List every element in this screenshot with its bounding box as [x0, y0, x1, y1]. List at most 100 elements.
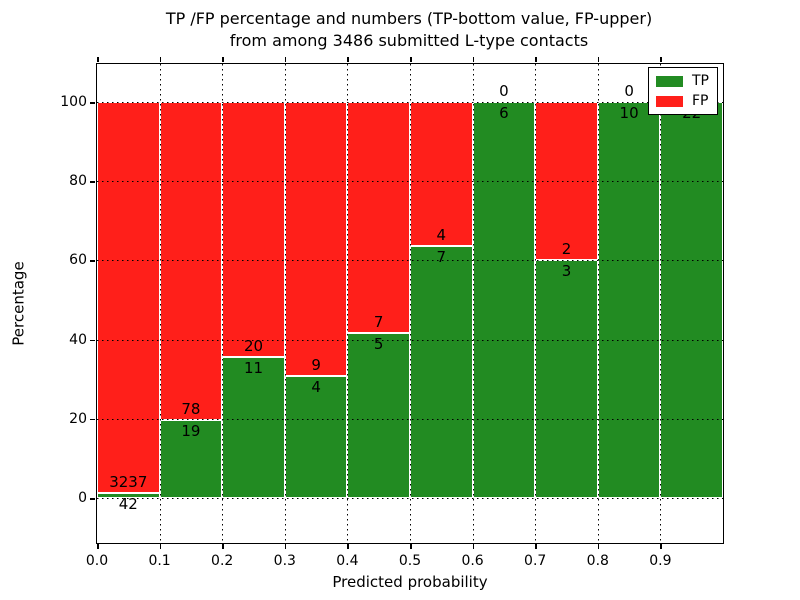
x-tick-mark: [222, 544, 224, 549]
x-tick-mark: [97, 544, 99, 549]
y-tick-label: 60: [69, 252, 87, 269]
fp-count-label: 0: [624, 82, 634, 100]
tp-count-label: 42: [118, 494, 138, 513]
bar-segment-tp: [410, 246, 473, 498]
y-tick-label: 0: [78, 490, 87, 506]
vertical-gridline: [535, 64, 537, 543]
tp-count-label: 19: [181, 422, 201, 441]
bar-segment-fp: [97, 102, 160, 493]
x-tick-mark: [472, 544, 475, 549]
y-tick-mark: [90, 339, 95, 342]
x-top-tick-mark: [660, 57, 662, 62]
x-top-tick-mark: [97, 57, 99, 62]
x-tick-mark: [410, 544, 412, 549]
y-tick-label: 100: [60, 94, 87, 110]
y-tick-mark: [90, 418, 95, 421]
x-tick-label: 0.2: [211, 553, 234, 569]
horizontal-gridline: [97, 418, 723, 420]
horizontal-gridline: [97, 181, 723, 183]
vertical-gridline: [597, 64, 599, 543]
x-tick-mark: [535, 544, 537, 549]
y-tick-mark: [90, 102, 95, 104]
tp-count-label: 6: [499, 104, 509, 122]
chart-title-line2: from among 3486 submitted L-type contact…: [229, 31, 589, 50]
vertical-gridline: [660, 64, 662, 543]
bar-segment-tp: [347, 333, 410, 498]
fp-count-label: 7: [373, 313, 384, 331]
horizontal-gridline: [97, 498, 723, 499]
chart-title: TP /FP percentage and numbers (TP-bottom…: [96, 8, 722, 52]
bar-segment-tp: [597, 102, 661, 498]
y-tick-label: 20: [69, 410, 87, 427]
x-tick-label: 0.3: [273, 553, 296, 569]
x-tick-label: 0.1: [148, 553, 171, 569]
y-axis-label: Percentage: [9, 261, 28, 346]
tp-count-label: 5: [373, 335, 384, 353]
bar-segment-tp: [660, 102, 723, 498]
tp-count-label: 10: [619, 104, 639, 122]
bar-segment-tp: [284, 376, 348, 498]
fp-count-label: 9: [311, 356, 321, 375]
tp-count-label: 3: [561, 262, 572, 281]
vertical-gridline: [347, 64, 349, 543]
x-tick-label: 0.6: [461, 553, 484, 569]
tp-count-label: 7: [436, 248, 447, 266]
horizontal-gridline: [97, 102, 723, 103]
legend-entry-tp: TP: [656, 74, 709, 88]
fp-count-label: 3237: [109, 472, 148, 491]
x-tick-mark: [159, 544, 162, 549]
x-top-tick-mark: [284, 57, 287, 62]
x-top-tick-mark: [347, 57, 349, 62]
x-axis-label: Predicted probability: [332, 573, 488, 591]
fp-count-label: 2: [561, 240, 572, 259]
bar-segment-fp: [284, 102, 348, 377]
bar-segment-tp: [472, 102, 536, 498]
y-tick-label: 80: [69, 173, 87, 190]
vertical-gridline: [159, 64, 161, 543]
vertical-gridline: [284, 64, 286, 543]
plot-area: 323742781920119475470623010022 0.00.10.2…: [10, 57, 724, 591]
x-top-tick-mark: [535, 57, 537, 62]
x-tick-mark: [347, 544, 349, 549]
legend: TP FP: [648, 67, 718, 115]
bar-segment-tp: [97, 492, 160, 498]
vertical-gridline: [472, 64, 474, 543]
vertical-gridline: [410, 64, 411, 543]
vertical-gridline: [222, 64, 224, 543]
fp-count-label: 20: [243, 337, 264, 356]
legend-label-fp: FP: [692, 93, 709, 109]
tp-count-label: 4: [311, 378, 321, 397]
legend-entry-fp: FP: [656, 94, 709, 108]
bar-segment-fp: [222, 102, 285, 358]
chart-title-line1: TP /FP percentage and numbers (TP-bottom…: [165, 9, 653, 28]
bar-segment-tp: [222, 357, 285, 498]
bar-segment-tp: [535, 260, 598, 498]
bar-segment-fp: [410, 102, 473, 246]
fp-count-label: 78: [181, 400, 201, 419]
x-tick-label: 0.9: [649, 553, 672, 569]
x-top-tick-mark: [410, 57, 412, 62]
x-top-tick-mark: [472, 57, 475, 62]
horizontal-gridline: [97, 260, 723, 262]
x-top-tick-mark: [597, 57, 600, 62]
y-tick-mark: [90, 181, 95, 183]
x-top-tick-mark: [222, 57, 224, 62]
x-tick-label: 0.7: [524, 553, 547, 569]
y-tick-mark: [90, 260, 95, 262]
y-tick-label: 40: [69, 331, 87, 348]
tp-count-label: 11: [243, 359, 264, 378]
y-tick-mark: [90, 498, 95, 500]
x-tick-label: 0.5: [398, 553, 422, 569]
tp-color-swatch: [656, 75, 683, 87]
x-tick-label: 0.8: [586, 553, 609, 569]
x-tick-mark: [597, 544, 600, 549]
bar-segment-fp: [347, 102, 410, 333]
legend-label-tp: TP: [692, 73, 709, 89]
x-tick-label: 0.0: [85, 553, 109, 569]
fp-count-label: 4: [436, 226, 447, 244]
horizontal-gridline: [97, 339, 723, 341]
x-tick-mark: [284, 544, 287, 549]
fp-color-swatch: [656, 95, 683, 107]
x-top-tick-mark: [159, 57, 162, 62]
